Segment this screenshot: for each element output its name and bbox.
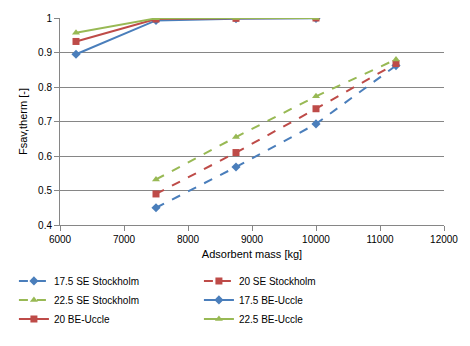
svg-text:0.9: 0.9 xyxy=(38,47,52,58)
svg-text:0.5: 0.5 xyxy=(38,185,52,196)
svg-text:0.6: 0.6 xyxy=(38,151,52,162)
svg-text:0.8: 0.8 xyxy=(38,82,52,93)
svg-text:12000: 12000 xyxy=(430,234,458,245)
svg-text:22.5 BE-Uccle: 22.5 BE-Uccle xyxy=(239,314,303,325)
svg-text:9000: 9000 xyxy=(241,234,264,245)
svg-text:17.5 SE Stockholm: 17.5 SE Stockholm xyxy=(54,276,139,287)
svg-text:Fsav,therm [-]: Fsav,therm [-] xyxy=(17,88,29,155)
svg-text:17.5 BE-Uccle: 17.5 BE-Uccle xyxy=(239,295,303,306)
svg-text:7000: 7000 xyxy=(113,234,136,245)
svg-text:1: 1 xyxy=(46,13,52,24)
svg-text:6000: 6000 xyxy=(49,234,72,245)
svg-text:0.7: 0.7 xyxy=(38,116,52,127)
svg-text:20 SE Stockholm: 20 SE Stockholm xyxy=(239,276,316,287)
svg-text:20 BE-Uccle: 20 BE-Uccle xyxy=(54,314,110,325)
svg-text:Adsorbent mass [kg]: Adsorbent mass [kg] xyxy=(202,248,302,260)
svg-text:8000: 8000 xyxy=(177,234,200,245)
svg-text:22.5 SE Stockholm: 22.5 SE Stockholm xyxy=(54,295,139,306)
svg-text:10000: 10000 xyxy=(302,234,330,245)
svg-text:11000: 11000 xyxy=(366,234,394,245)
svg-text:0.4: 0.4 xyxy=(38,220,52,231)
